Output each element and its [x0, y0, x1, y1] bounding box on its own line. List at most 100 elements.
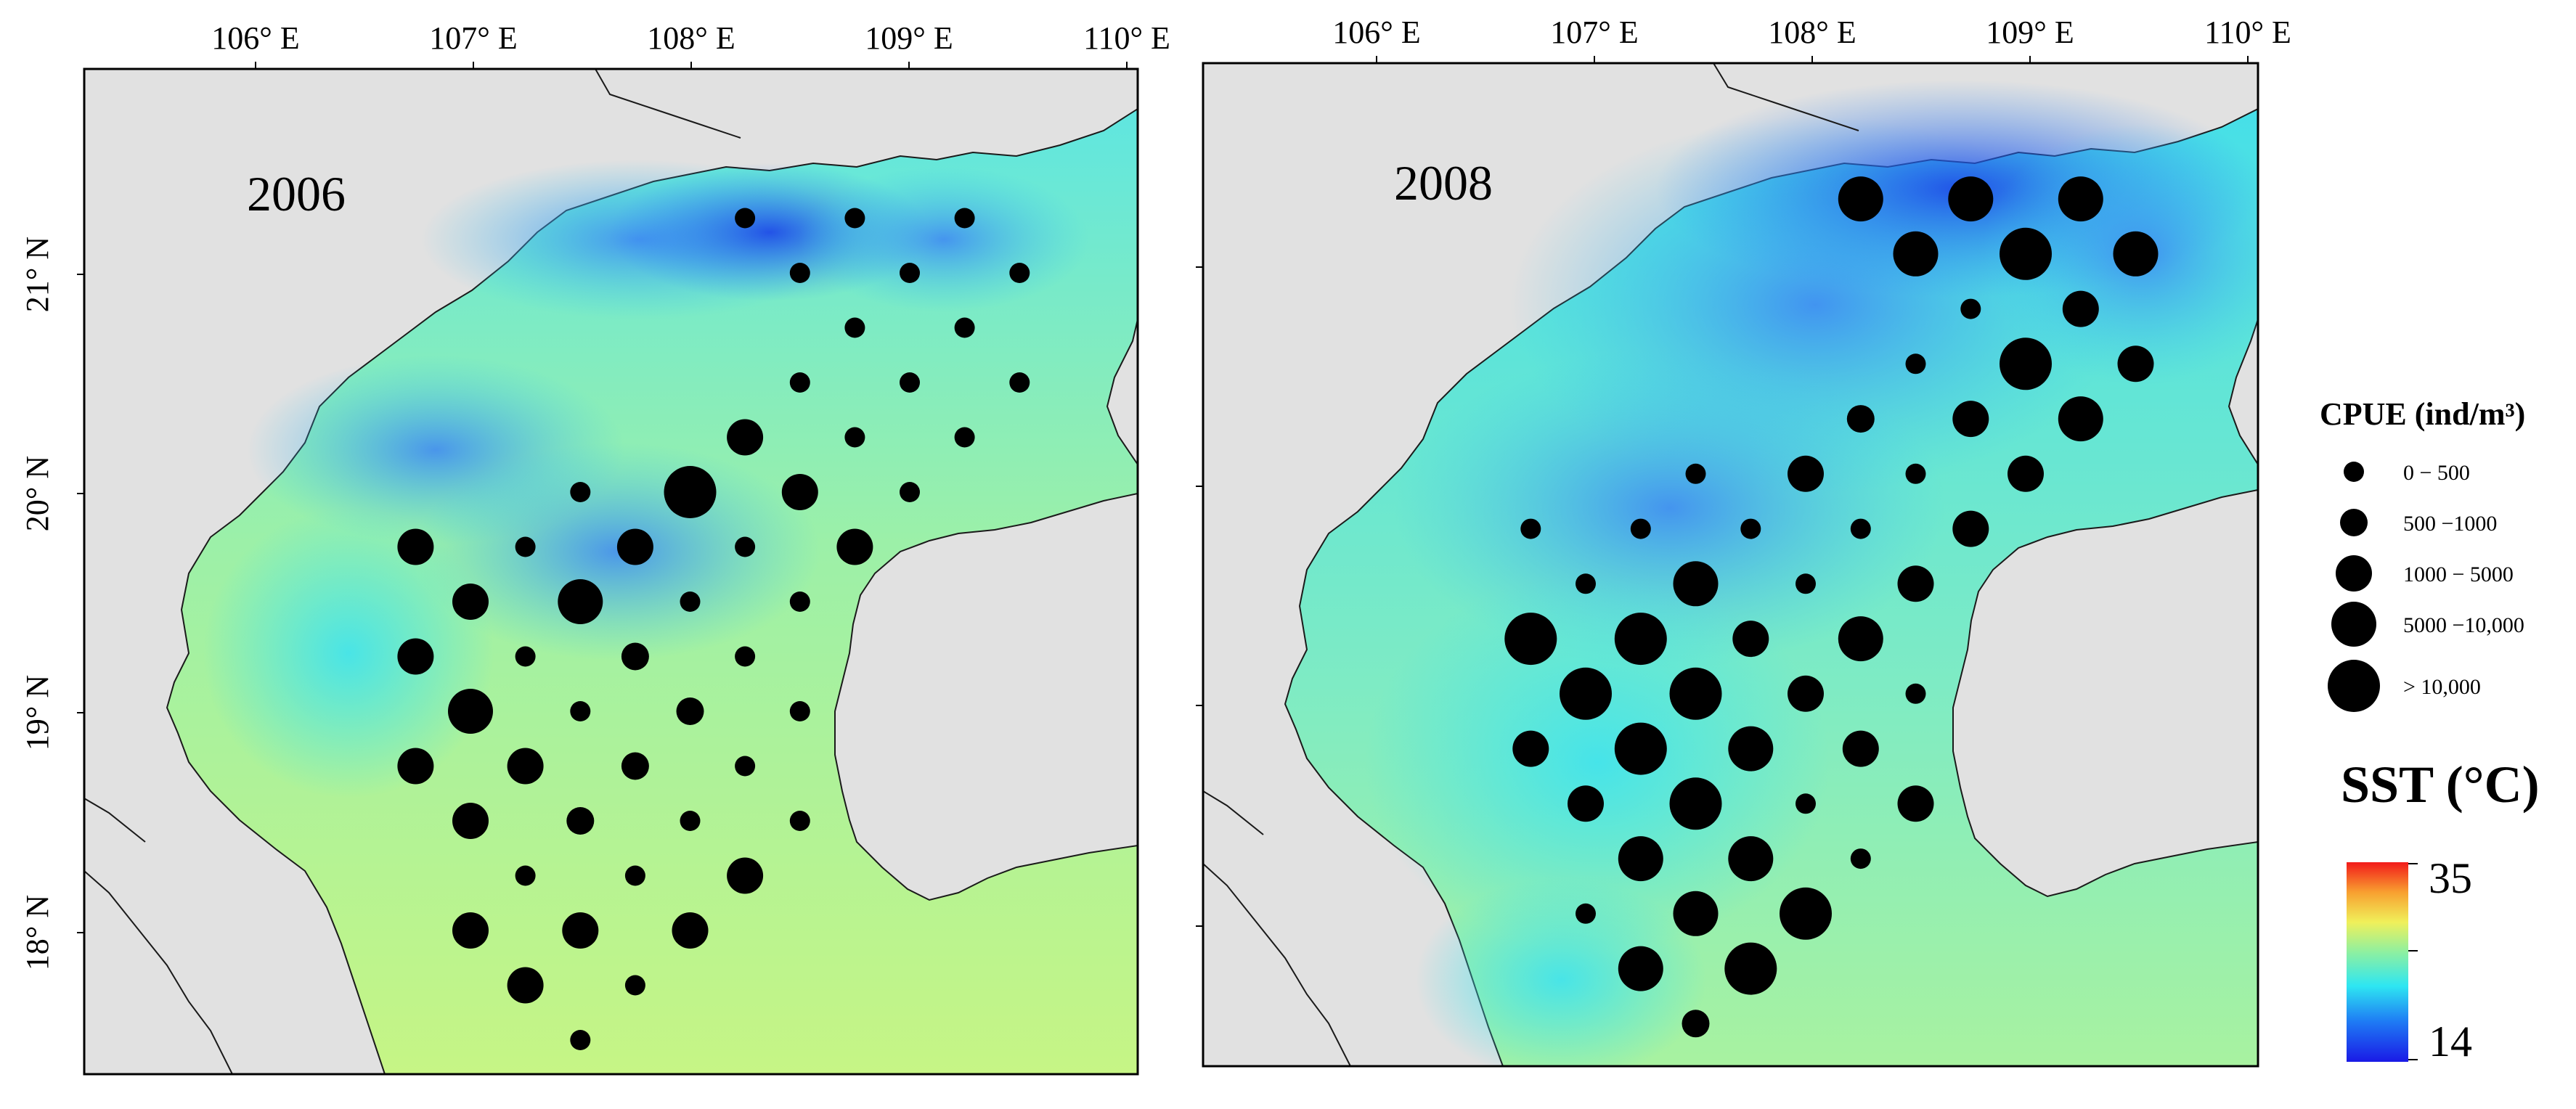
station-dot — [1504, 613, 1557, 666]
station-dot — [664, 466, 717, 518]
station-dot — [672, 912, 709, 949]
station-dot — [621, 752, 649, 780]
lon-tick-label: 107° E — [1550, 15, 1638, 50]
station-dot — [1520, 518, 1541, 539]
lon-tick-label: 108° E — [647, 20, 735, 56]
lon-tick-label: 110° E — [1083, 20, 1170, 56]
cyan-water-patch — [1416, 878, 1706, 1066]
station-dots-2006 — [397, 208, 1030, 1050]
station-dot — [1788, 455, 1824, 492]
station-dot — [562, 912, 599, 949]
cyan-water-patch — [203, 508, 494, 798]
cpue-legend-dot — [2344, 462, 2364, 482]
station-dot — [789, 592, 810, 612]
station-dot — [676, 697, 704, 725]
station-dot — [844, 427, 865, 448]
lat-tick-label: 20° N — [20, 456, 55, 531]
station-dot — [1796, 793, 1816, 814]
station-dot — [954, 427, 975, 448]
station-dot — [954, 208, 975, 229]
station-dot — [1614, 613, 1667, 666]
station-dot — [781, 474, 818, 510]
cool-water-patch — [414, 443, 820, 660]
station-dot — [1682, 1010, 1710, 1038]
station-dot — [1948, 176, 1994, 222]
lon-tick-label: 109° E — [865, 20, 953, 56]
lon-tick-label: 109° E — [1986, 15, 2074, 50]
legend: CPUE (ind/m³) 0 − 500 500 −1000 1000 − 500… — [2320, 396, 2540, 1065]
station-dot — [2058, 176, 2103, 222]
station-dot — [1560, 667, 1612, 720]
station-dot — [570, 1030, 591, 1050]
station-dot — [1673, 561, 1719, 607]
cpue-legend-label: 5000 −10,000 — [2403, 613, 2524, 637]
coastline — [595, 69, 741, 139]
station-dot — [2000, 227, 2052, 280]
station-dot — [2058, 396, 2103, 442]
station-dot — [1846, 405, 1875, 433]
year-label: 2006 — [247, 166, 346, 221]
station-dot — [2117, 345, 2154, 382]
station-dot — [900, 263, 920, 283]
cpue-legend-label: 0 − 500 — [2403, 461, 2470, 485]
station-dot — [735, 536, 756, 557]
station-dot — [1842, 730, 1879, 767]
station-dot — [1960, 298, 1981, 319]
station-dot — [1780, 887, 1832, 940]
station-dot — [789, 811, 810, 831]
sst-colorbar — [2347, 862, 2408, 1062]
lat-tick-label: 21° N — [20, 237, 55, 312]
station-dot — [2000, 337, 2052, 390]
lat-tick-label: 19° N — [20, 675, 55, 750]
station-dot — [789, 263, 810, 283]
station-dot — [507, 748, 544, 785]
station-dot — [1728, 726, 1774, 772]
station-dot — [844, 317, 865, 338]
lon-tick-label: 106° E — [1332, 15, 1420, 50]
station-dot — [452, 912, 489, 949]
year-label: 2008 — [1394, 155, 1493, 210]
station-dot — [836, 528, 873, 565]
station-dot — [1618, 946, 1663, 991]
station-dot — [1512, 730, 1549, 767]
station-dot — [2113, 231, 2159, 277]
station-dot — [900, 482, 920, 502]
station-dot — [1685, 463, 1706, 484]
station-dot — [515, 536, 536, 557]
cpue-legend-items: 0 − 500 500 −1000 1000 − 5000 5000 −10,000 >… — [2328, 461, 2524, 712]
lon-tick-label: 107° E — [429, 20, 517, 56]
station-dot — [558, 579, 603, 624]
station-dot — [1576, 903, 1596, 924]
station-dot — [2008, 455, 2044, 492]
station-dot — [1724, 942, 1777, 995]
cpue-legend-dot — [2328, 660, 2380, 712]
station-dot — [397, 528, 434, 565]
station-dot — [452, 803, 489, 839]
lat-tick-label: 18° N — [20, 895, 55, 970]
station-dots-2008 — [1504, 176, 2159, 1038]
station-dot — [1897, 565, 1934, 602]
sst-legend-title: SST (°C) — [2341, 756, 2540, 814]
station-dot — [1568, 785, 1604, 822]
station-dot — [2062, 290, 2099, 327]
axes: 106° E 107° E 108° E 109° E 110° E 21° N 20° N… — [20, 15, 2291, 970]
lon-tick-label: 108° E — [1768, 15, 1856, 50]
cpue-legend-title: CPUE (ind/m³) — [2320, 396, 2525, 432]
station-dot — [900, 372, 920, 393]
station-dot — [735, 208, 756, 229]
border-line — [1203, 790, 1264, 835]
station-dot — [1669, 777, 1722, 830]
cpue-legend-label: 500 −1000 — [2403, 512, 2497, 536]
station-dot — [452, 584, 489, 620]
station-dot — [624, 975, 645, 996]
station-dot — [1905, 463, 1926, 484]
cpue-legend-label: > 10,000 — [2403, 675, 2481, 699]
station-dot — [1838, 616, 1883, 662]
station-dot — [1905, 683, 1926, 704]
station-dot — [1618, 836, 1663, 882]
map-panel-2006: 2006 — [84, 69, 1138, 1074]
station-dot — [844, 208, 865, 229]
cpue-legend-label: 1000 − 5000 — [2403, 562, 2514, 586]
station-dot — [1009, 263, 1030, 283]
